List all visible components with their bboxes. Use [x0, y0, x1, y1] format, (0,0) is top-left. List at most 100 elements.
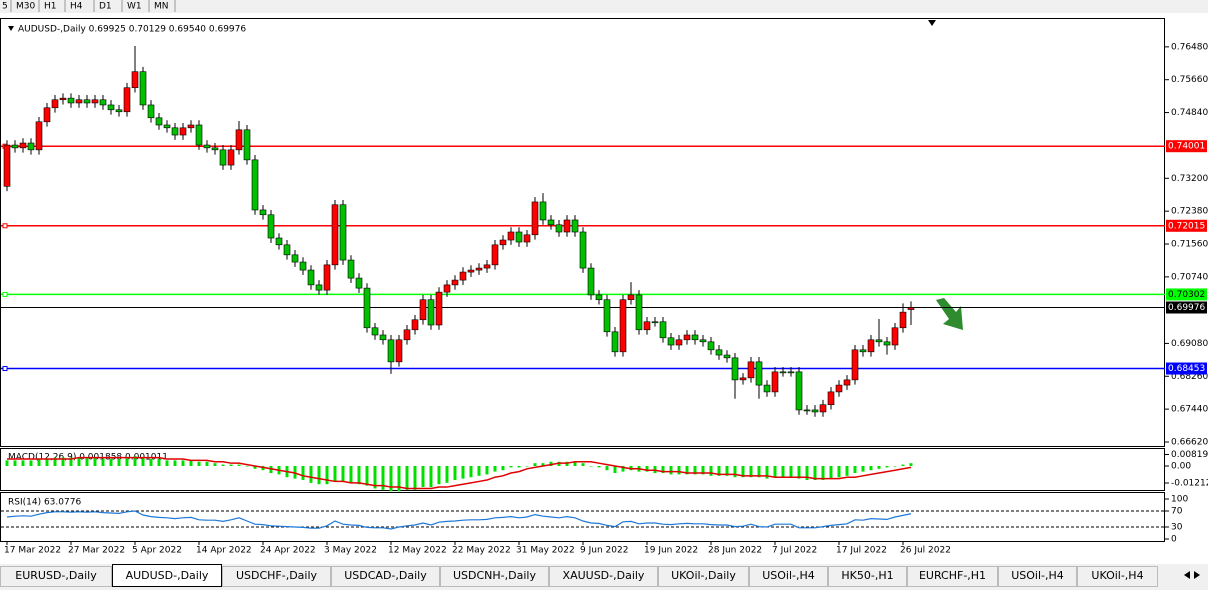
candle-body	[579, 231, 587, 269]
candle-body	[443, 284, 451, 293]
tab-label[interactable]: EURCHF-,H1	[919, 569, 986, 582]
macd-bar	[477, 465, 481, 476]
y-tick-label: 0.008197	[1171, 450, 1208, 460]
tab-scroll-right[interactable]	[1194, 571, 1200, 579]
tab[interactable]	[440, 566, 549, 587]
macd-bar	[765, 465, 769, 479]
candle-body	[603, 299, 611, 333]
candle-body	[419, 299, 427, 321]
candle-body	[291, 254, 299, 263]
macd-bar	[133, 456, 137, 466]
macd-bar	[661, 465, 665, 474]
candle-body	[35, 121, 43, 151]
forecast-arrow	[936, 298, 963, 330]
macd-bar	[613, 465, 617, 474]
tab-label[interactable]: UKOil-,Daily	[671, 569, 736, 582]
timeframe-button[interactable]: M30	[16, 2, 35, 12]
macd-bar	[469, 465, 473, 478]
x-tick-label: 19 Jun 2022	[644, 546, 698, 556]
y-tick-label: 0.72380	[1171, 207, 1208, 217]
macd-bar	[861, 465, 865, 472]
macd-bar	[45, 458, 49, 466]
candle-body	[803, 409, 811, 412]
timeframe-button[interactable]: H1	[44, 2, 57, 12]
candle-body	[691, 334, 699, 341]
tab[interactable]	[828, 566, 907, 587]
candle-body	[3, 144, 11, 187]
tab-label[interactable]: XAUUSD-,Daily	[563, 569, 645, 582]
timeframe-button[interactable]: H4	[70, 2, 83, 12]
macd-bar	[61, 457, 65, 466]
macd-bar	[757, 465, 761, 478]
macd-bar	[461, 465, 465, 479]
candle-body	[779, 371, 787, 374]
timeframe-button[interactable]: W1	[127, 2, 142, 12]
main-panel	[0, 18, 1165, 447]
tab-label[interactable]: USDCNH-,Daily	[453, 569, 536, 582]
tab-label[interactable]: USDCAD-,Daily	[344, 569, 427, 582]
macd-bar	[669, 465, 673, 475]
tab[interactable]	[1077, 566, 1158, 587]
macd-bar	[797, 465, 801, 479]
macd-bar	[605, 465, 609, 471]
candle-body	[795, 371, 803, 411]
timeframe-button[interactable]: MN	[154, 2, 169, 12]
candle-body	[483, 264, 491, 269]
tab[interactable]	[907, 566, 998, 587]
tab[interactable]	[998, 566, 1077, 587]
tab-label[interactable]: USOil-,H4	[762, 569, 815, 582]
timeframe-button[interactable]: D1	[99, 2, 112, 12]
tab-label[interactable]: USOil-,H4	[1011, 569, 1064, 582]
candle-body	[139, 71, 147, 106]
macd-bar	[749, 465, 753, 478]
candle-body	[179, 127, 187, 136]
tab-label[interactable]: EURUSD-,Daily	[15, 569, 97, 582]
price-label-box	[1166, 288, 1207, 301]
candle-body	[563, 219, 571, 233]
macd-bar	[21, 460, 25, 466]
macd-bar	[533, 463, 537, 466]
macd-bar	[717, 465, 721, 476]
macd-bar	[517, 465, 521, 468]
candle-body	[91, 99, 99, 104]
candle-body	[347, 259, 355, 279]
tab-label[interactable]: HK50-,H1	[841, 569, 893, 582]
timeframe-button[interactable]: 5	[2, 2, 8, 12]
candle-body	[363, 287, 371, 329]
macd-bar	[645, 465, 649, 472]
tab[interactable]	[112, 564, 222, 587]
tab-label[interactable]: USDCHF-,Daily	[236, 569, 318, 582]
candle-body	[475, 267, 483, 271]
tab[interactable]	[658, 566, 749, 587]
candle-body	[595, 294, 603, 301]
candle-body	[395, 339, 403, 363]
macd-bar	[333, 465, 337, 482]
macd-bar	[301, 465, 305, 481]
macd-bar	[445, 465, 449, 483]
price-label: 0.68453	[1168, 364, 1205, 374]
candle-body	[875, 339, 883, 343]
candle-body	[891, 327, 899, 346]
tab[interactable]	[0, 566, 112, 587]
tab[interactable]	[222, 566, 331, 587]
candle-body	[643, 321, 651, 331]
tab[interactable]	[331, 566, 440, 587]
macd-bar	[885, 465, 889, 468]
candle-body	[787, 371, 795, 374]
macd-bar	[877, 465, 881, 469]
price-label: 0.70302	[1168, 290, 1205, 300]
macd-bar	[141, 457, 145, 466]
tab[interactable]	[749, 566, 828, 587]
candle-body	[187, 124, 195, 129]
candle-body	[747, 361, 755, 379]
tab-label[interactable]: AUDUSD-,Daily	[126, 569, 209, 582]
macd-bar	[685, 465, 689, 475]
tab[interactable]	[549, 566, 658, 587]
macd-bar	[773, 465, 777, 478]
tab-scroll-left[interactable]	[1184, 571, 1190, 579]
macd-bar	[381, 465, 385, 490]
macd-bar	[733, 465, 737, 478]
y-tick-label: 0.69080	[1171, 339, 1208, 349]
tab-label[interactable]: UKOil-,H4	[1091, 569, 1143, 582]
x-tick-label: 24 Apr 2022	[260, 546, 316, 556]
